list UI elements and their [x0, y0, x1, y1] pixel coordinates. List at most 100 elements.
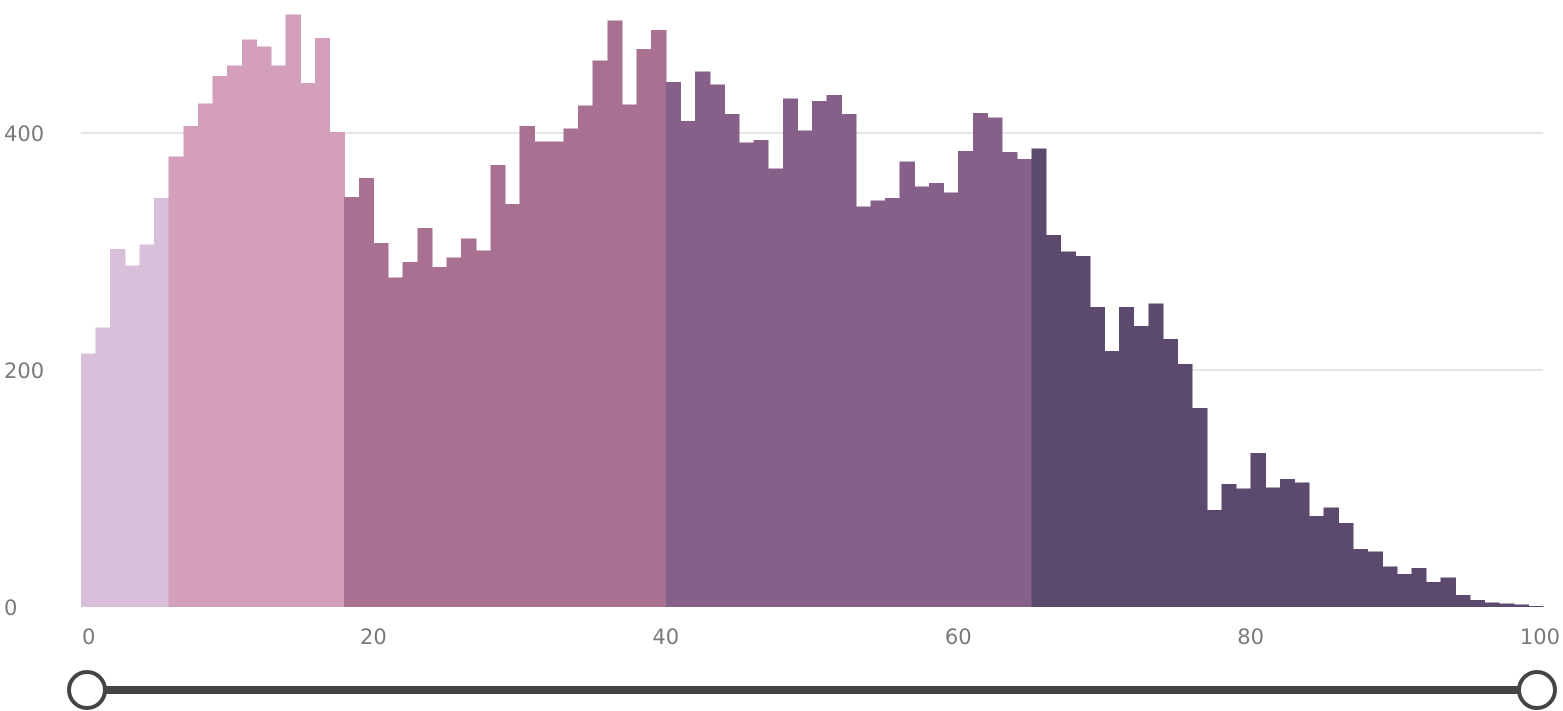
histogram-bar	[329, 131, 345, 607]
histogram-bar	[812, 101, 828, 607]
histogram-bar	[548, 141, 565, 608]
histogram-bar	[1309, 515, 1325, 607]
histogram-bar	[1294, 482, 1310, 607]
histogram-bar	[1119, 307, 1135, 607]
histogram-bar	[1133, 326, 1149, 607]
histogram-bar	[1411, 567, 1427, 607]
histogram-bar	[578, 105, 594, 608]
histogram-bar	[431, 266, 448, 607]
histogram-bar	[768, 168, 784, 608]
histogram-bar	[402, 262, 418, 607]
histogram-bar	[461, 238, 477, 607]
histogram-bar	[914, 186, 930, 607]
histogram-bar	[782, 98, 798, 607]
histogram-bar	[139, 244, 155, 607]
histogram-bar	[95, 327, 111, 607]
histogram-bar	[1382, 566, 1398, 607]
x-tick-label: 20	[360, 625, 387, 649]
histogram-bar	[1089, 307, 1105, 607]
histogram-bar	[1396, 573, 1413, 607]
histogram-bar	[1045, 234, 1062, 607]
histogram-bar	[81, 353, 97, 607]
histogram-bar	[958, 150, 974, 607]
histogram-bar	[314, 38, 331, 607]
y-tick-label: 200	[4, 359, 44, 383]
histogram-bar	[1177, 364, 1193, 607]
x-tick-label: 0	[82, 625, 95, 649]
x-tick-label: 80	[1237, 625, 1264, 649]
histogram-bar	[1235, 488, 1252, 607]
histogram-bar	[885, 198, 901, 608]
histogram-bar	[621, 104, 638, 607]
histogram-bar	[1513, 604, 1529, 607]
histogram-bar	[695, 71, 711, 607]
histogram-bar	[241, 39, 258, 607]
histogram-bar	[197, 103, 214, 607]
histogram-bar	[344, 196, 360, 608]
histogram-bar	[1528, 605, 1544, 607]
histogram-bar	[227, 65, 243, 607]
histogram-bar	[1148, 303, 1164, 607]
x-tick-label: 40	[652, 625, 679, 649]
histogram-bar	[1338, 522, 1354, 607]
histogram-bar	[519, 125, 535, 607]
slider-handle-upper[interactable]	[1517, 670, 1557, 710]
histogram-bar	[636, 48, 652, 608]
histogram-bar	[183, 125, 199, 607]
histogram-bar	[724, 114, 740, 607]
histogram-bar	[475, 250, 491, 607]
histogram-bar	[651, 29, 667, 607]
histogram-bar	[1075, 256, 1091, 607]
histogram-bar	[168, 156, 184, 607]
histogram-bar	[1250, 452, 1266, 607]
histogram-bar	[607, 20, 623, 608]
histogram-bar	[592, 60, 608, 607]
histogram-bar	[1455, 595, 1471, 607]
histogram-bar	[1469, 599, 1486, 607]
x-axis-tick-labels: 0 20 40 60 80 100	[82, 625, 1560, 649]
histogram-bar	[1499, 603, 1515, 607]
histogram-bar	[1279, 479, 1296, 607]
histogram-bar	[1367, 551, 1383, 607]
histogram-bar	[826, 95, 842, 607]
histogram-bar	[797, 130, 813, 607]
slider-handle-lower[interactable]	[67, 670, 107, 710]
histogram-bar	[504, 204, 521, 607]
y-axis-tick-labels: 0 200 400	[4, 122, 44, 620]
histogram-bar	[124, 265, 141, 607]
histogram-bar	[490, 164, 506, 607]
histogram-bar	[373, 243, 389, 607]
histogram-bar	[534, 141, 550, 608]
histogram-bar	[110, 249, 126, 607]
histogram-bar	[1060, 251, 1076, 607]
histogram-bar	[1265, 487, 1281, 607]
histogram-bar	[855, 206, 872, 607]
histogram-bar	[1162, 339, 1179, 607]
histogram-bar	[154, 198, 170, 608]
histogram-bar	[1016, 159, 1032, 607]
histogram-bar	[300, 83, 316, 608]
histogram-bar	[388, 277, 404, 607]
histogram-bar	[709, 84, 725, 608]
histogram-bar	[285, 14, 301, 607]
histogram-bar	[1104, 351, 1120, 607]
histogram-bar	[943, 192, 959, 607]
histogram-bar	[987, 117, 1003, 607]
histogram-bar	[1426, 582, 1442, 607]
histogram-bar	[1206, 509, 1222, 607]
histogram-bar	[753, 140, 769, 608]
x-tick-label: 60	[945, 625, 972, 649]
histogram-bar	[212, 76, 228, 608]
histogram-bar	[358, 178, 374, 607]
histogram-bar	[972, 112, 989, 607]
range-slider[interactable]	[67, 670, 1557, 710]
histogram-bar	[665, 82, 682, 608]
histogram-bar	[446, 257, 462, 607]
histogram-bar	[870, 200, 886, 608]
histogram-bar	[1192, 407, 1208, 607]
histogram-bar	[1221, 483, 1237, 607]
histogram-bars	[81, 14, 1544, 608]
histogram-bar	[738, 142, 755, 608]
histogram-bar	[563, 128, 579, 607]
histogram-bar	[899, 161, 915, 607]
